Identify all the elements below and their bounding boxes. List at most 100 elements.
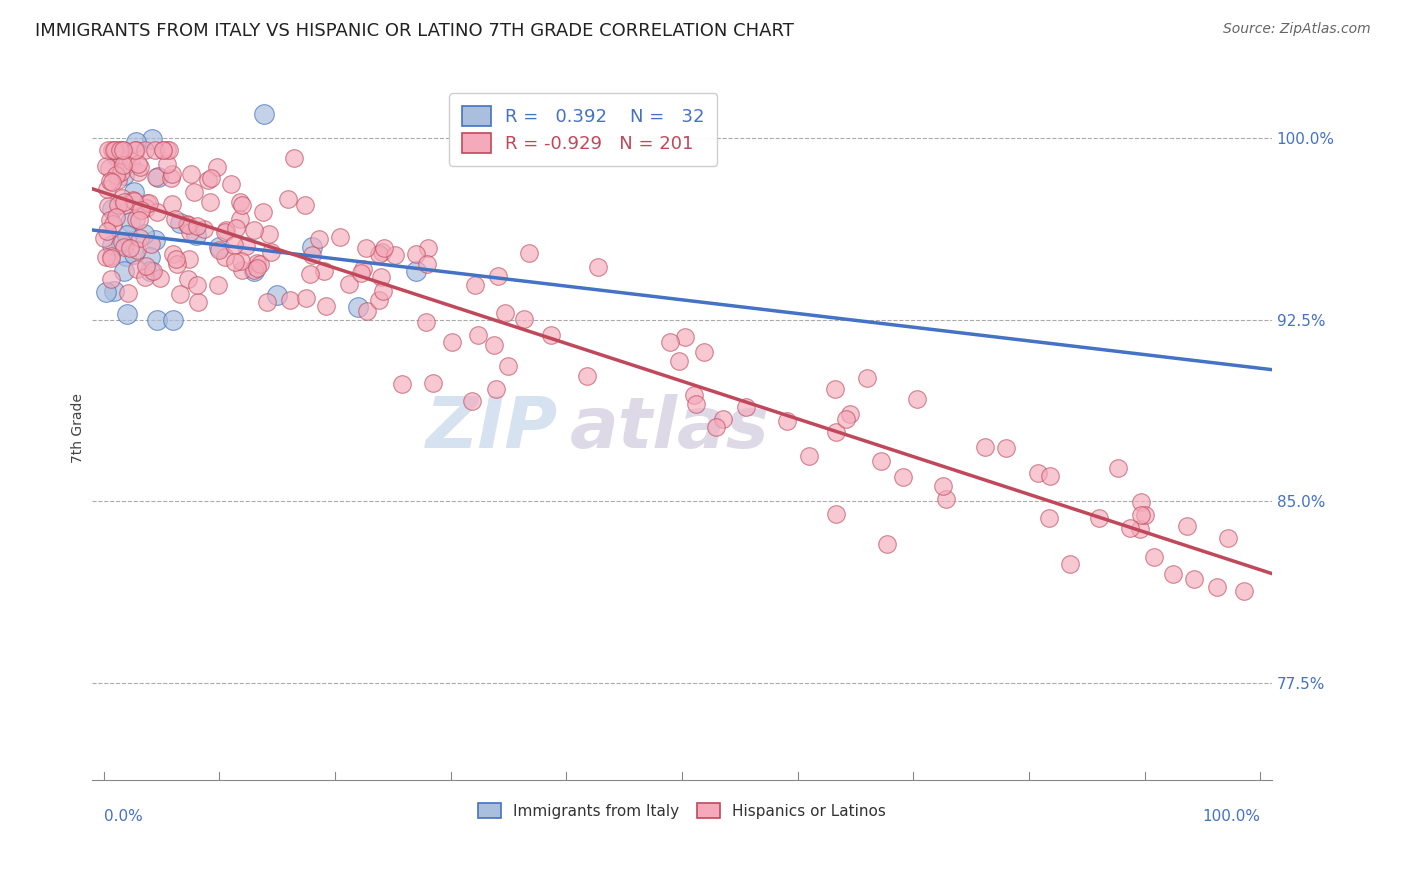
Point <box>112 168 135 182</box>
Point <box>186 219 208 233</box>
Point <box>486 269 509 284</box>
Point <box>308 232 330 246</box>
Point <box>134 227 156 241</box>
Point <box>200 171 222 186</box>
Point <box>484 338 506 352</box>
Point <box>460 393 482 408</box>
Point <box>231 262 253 277</box>
Point <box>122 194 145 209</box>
Point <box>283 151 305 165</box>
Point <box>129 230 152 244</box>
Point <box>494 306 516 320</box>
Point <box>797 450 820 464</box>
Point <box>156 143 179 157</box>
Point <box>1182 573 1205 587</box>
Point <box>134 270 156 285</box>
Point <box>994 442 1017 456</box>
Point <box>277 192 299 206</box>
Point <box>278 293 301 308</box>
Point <box>98 161 121 176</box>
Point <box>513 312 536 326</box>
Point <box>1143 550 1166 565</box>
Point <box>246 256 269 270</box>
Point <box>127 164 149 178</box>
Point <box>186 227 208 242</box>
Point <box>125 135 148 149</box>
Point <box>141 132 163 146</box>
Point <box>668 354 690 368</box>
Point <box>825 508 848 522</box>
Point <box>122 194 145 208</box>
Point <box>1039 468 1062 483</box>
Point <box>165 252 187 267</box>
Point <box>180 167 202 181</box>
Text: 100.0%: 100.0% <box>1202 809 1260 823</box>
Point <box>183 185 205 199</box>
Point <box>1107 461 1129 475</box>
Point <box>876 537 898 551</box>
Point <box>299 268 322 282</box>
Point <box>243 264 266 278</box>
Point <box>139 264 162 278</box>
Text: 0.0%: 0.0% <box>104 809 142 823</box>
Point <box>315 299 337 313</box>
Point <box>207 277 229 292</box>
Point <box>159 143 181 157</box>
Point <box>467 328 489 343</box>
Point <box>162 312 184 326</box>
Point <box>249 257 271 271</box>
Point <box>352 262 374 277</box>
Point <box>187 294 209 309</box>
Point <box>179 225 201 239</box>
Point <box>139 237 162 252</box>
Point <box>229 194 252 209</box>
Point <box>177 252 200 266</box>
Point <box>156 157 179 171</box>
Point <box>416 241 439 255</box>
Point <box>835 412 858 426</box>
Point <box>586 260 609 274</box>
Point <box>825 425 848 440</box>
Point <box>104 168 127 182</box>
Point <box>94 250 117 264</box>
Point <box>127 243 149 257</box>
Point <box>104 143 127 157</box>
Point <box>162 247 184 261</box>
Point <box>135 259 157 273</box>
Point <box>114 158 136 172</box>
Point <box>177 218 200 232</box>
Point <box>160 167 183 181</box>
Point <box>1161 567 1184 582</box>
Point <box>214 250 236 264</box>
Point <box>135 201 157 215</box>
Point <box>117 286 139 301</box>
Point <box>440 335 463 350</box>
Point <box>214 223 236 237</box>
Point <box>120 241 142 255</box>
Point <box>128 213 150 227</box>
Point <box>159 170 181 185</box>
Point <box>1133 508 1156 522</box>
Text: ZIP: ZIP <box>426 394 558 463</box>
Point <box>256 294 278 309</box>
Point <box>1129 522 1152 536</box>
Point <box>197 173 219 187</box>
Point <box>96 224 118 238</box>
Point <box>136 195 159 210</box>
Point <box>294 291 316 305</box>
Text: IMMIGRANTS FROM ITALY VS HISPANIC OR LATINO 7TH GRADE CORRELATION CHART: IMMIGRANTS FROM ITALY VS HISPANIC OR LAT… <box>35 22 794 40</box>
Point <box>1206 580 1229 594</box>
Point <box>349 266 371 280</box>
Point <box>1130 494 1153 508</box>
Point <box>415 315 437 329</box>
Point <box>124 247 146 261</box>
Point <box>371 244 394 259</box>
Point <box>373 241 395 255</box>
Point <box>107 198 129 212</box>
Point <box>713 412 735 426</box>
Point <box>103 285 125 299</box>
Point <box>257 227 280 241</box>
Point <box>101 238 124 252</box>
Point <box>824 383 846 397</box>
Point <box>1088 511 1111 525</box>
